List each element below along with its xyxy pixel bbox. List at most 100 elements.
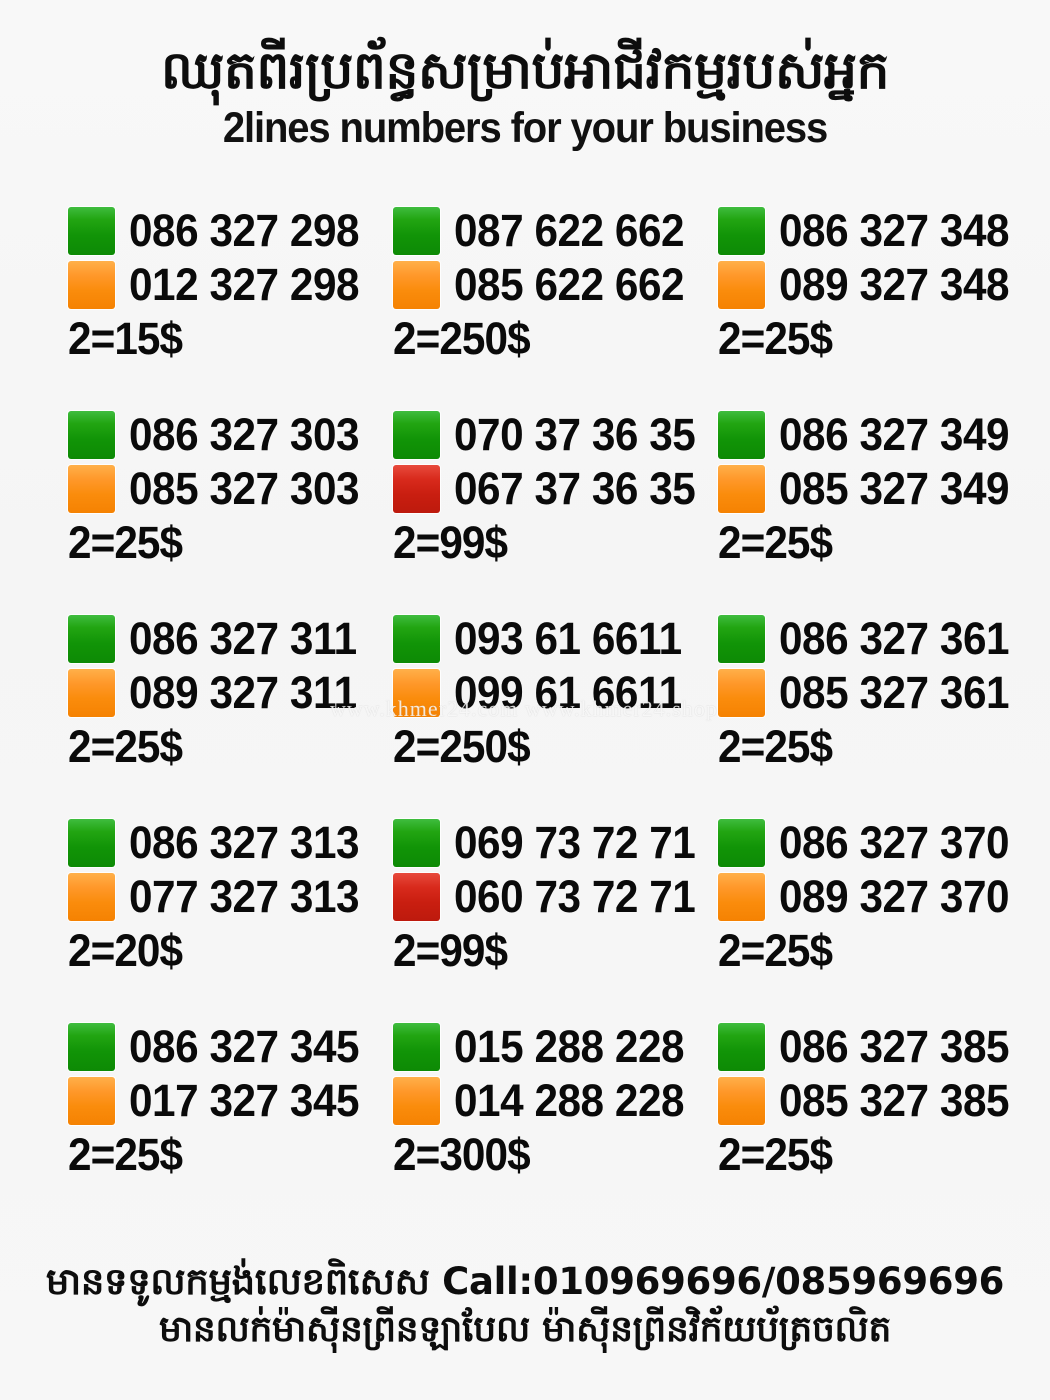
phone-number-text: 085 327 349 <box>779 463 1010 514</box>
phone-number-text: 086 327 311 <box>129 613 357 664</box>
orange-square-icon <box>393 261 440 309</box>
phone-number-row-primary: 086 327 311 <box>68 613 393 665</box>
phone-number-row-primary: 086 327 348 <box>718 205 1050 257</box>
green-square-icon <box>68 207 115 255</box>
orange-square-icon <box>393 1077 440 1125</box>
green-square-icon <box>718 615 765 663</box>
phone-number-text: 093 61 6611 <box>454 613 682 664</box>
price-label: 2=25$ <box>68 1129 183 1180</box>
price-label: 2=25$ <box>718 517 833 568</box>
price-label: 2=15$ <box>68 313 183 364</box>
orange-square-icon <box>68 873 115 921</box>
number-offer-card[interactable]: 086 327 370 089 327 370 2=25$ <box>718 817 1050 1021</box>
phone-number-row-primary: 086 327 385 <box>718 1021 1050 1073</box>
price-label: 2=250$ <box>393 721 531 772</box>
number-offer-card[interactable]: 086 327 298 012 327 298 2=15$ <box>68 205 393 409</box>
green-square-icon <box>718 819 765 867</box>
price-label: 2=25$ <box>68 517 183 568</box>
green-square-icon <box>718 1023 765 1071</box>
orange-square-icon <box>68 669 115 717</box>
phone-number-row-secondary: 077 327 313 <box>68 871 393 923</box>
number-offer-card[interactable]: 086 327 348 089 327 348 2=25$ <box>718 205 1050 409</box>
phone-number-text: 085 327 385 <box>779 1075 1010 1126</box>
number-offer-card[interactable]: 086 327 311 089 327 311 2=25$ <box>68 613 393 817</box>
green-square-icon <box>68 1023 115 1071</box>
phone-number-text: 085 327 303 <box>129 463 360 514</box>
price-label: 2=300$ <box>393 1129 531 1180</box>
green-square-icon <box>393 615 440 663</box>
phone-number-row-primary: 093 61 6611 <box>393 613 718 665</box>
phone-number-row-primary: 086 327 370 <box>718 817 1050 869</box>
green-square-icon <box>393 411 440 459</box>
price-label: 2=25$ <box>718 1129 833 1180</box>
phone-number-text: 017 327 345 <box>129 1075 360 1126</box>
green-square-icon <box>393 1023 440 1071</box>
phone-number-row-secondary: 085 327 361 <box>718 667 1050 719</box>
phone-number-row-primary: 086 327 313 <box>68 817 393 869</box>
number-offer-card[interactable]: 086 327 385 085 327 385 2=25$ <box>718 1021 1050 1225</box>
number-offer-grid: 086 327 298 012 327 298 2=15$ 087 622 662 08… <box>0 205 1050 1225</box>
number-offer-card[interactable]: 086 327 361 085 327 361 2=25$ <box>718 613 1050 817</box>
phone-number-row-primary: 086 327 345 <box>68 1021 393 1073</box>
price-label: 2=25$ <box>718 721 833 772</box>
green-square-icon <box>393 819 440 867</box>
number-offer-card[interactable]: 087 622 662 085 622 662 2=250$ <box>393 205 718 409</box>
phone-number-row-secondary: 085 622 662 <box>393 259 718 311</box>
number-offer-card[interactable]: 015 288 228 014 288 228 2=300$ <box>393 1021 718 1225</box>
phone-number-row-secondary: 014 288 228 <box>393 1075 718 1127</box>
phone-number-text: 014 288 228 <box>454 1075 685 1126</box>
number-offer-card[interactable]: 086 327 303 085 327 303 2=25$ <box>68 409 393 613</box>
green-square-icon <box>68 411 115 459</box>
number-offer-card[interactable]: 086 327 313 077 327 313 2=20$ <box>68 817 393 1021</box>
phone-number-row-primary: 087 622 662 <box>393 205 718 257</box>
phone-number-text: 087 622 662 <box>454 205 685 256</box>
price-label: 2=25$ <box>718 925 833 976</box>
orange-square-icon <box>718 669 765 717</box>
phone-number-text: 086 327 349 <box>779 409 1010 460</box>
phone-number-row-secondary: 017 327 345 <box>68 1075 393 1127</box>
phone-number-text: 086 327 370 <box>779 817 1010 868</box>
number-offer-card[interactable]: 070 37 36 35 067 37 36 35 2=99$ <box>393 409 718 613</box>
phone-number-text: 089 327 311 <box>129 667 357 718</box>
phone-number-row-secondary: 089 327 311 <box>68 667 393 719</box>
orange-square-icon <box>68 261 115 309</box>
footer-contact-line: មានទទូលកម្មង់លេខពិសេស Call:010969696/085… <box>45 1259 1005 1303</box>
orange-square-icon <box>68 465 115 513</box>
phone-number-row-primary: 086 327 303 <box>68 409 393 461</box>
phone-number-text: 086 327 385 <box>779 1021 1010 1072</box>
phone-number-text: 086 327 361 <box>779 613 1010 664</box>
phone-number-text: 012 327 298 <box>129 259 360 310</box>
number-offer-card[interactable]: 093 61 6611 099 61 6611 2=250$ <box>393 613 718 817</box>
phone-number-text: 077 327 313 <box>129 871 360 922</box>
phone-number-row-primary: 069 73 72 71 <box>393 817 718 869</box>
orange-square-icon <box>718 873 765 921</box>
phone-number-text: 060 73 72 71 <box>454 871 696 922</box>
price-label: 2=99$ <box>393 925 508 976</box>
phone-number-row-secondary: 060 73 72 71 <box>393 871 718 923</box>
red-square-icon <box>393 873 440 921</box>
phone-number-text: 086 327 345 <box>129 1021 360 1072</box>
orange-square-icon <box>718 261 765 309</box>
phone-number-text: 086 327 298 <box>129 205 360 256</box>
price-label: 2=25$ <box>68 721 183 772</box>
number-offer-card[interactable]: 086 327 349 085 327 349 2=25$ <box>718 409 1050 613</box>
poster-header: ឈុតពីរប្រព័ន្ធសម្រាប់អាជីវកម្មរបស់អ្នក 2… <box>0 0 1050 153</box>
number-offer-card[interactable]: 069 73 72 71 060 73 72 71 2=99$ <box>393 817 718 1021</box>
phone-number-row-primary: 070 37 36 35 <box>393 409 718 461</box>
price-label: 2=20$ <box>68 925 183 976</box>
phone-number-text: 086 327 313 <box>129 817 360 868</box>
orange-square-icon <box>718 465 765 513</box>
orange-square-icon <box>393 669 440 717</box>
phone-number-row-primary: 086 327 298 <box>68 205 393 257</box>
number-offer-card[interactable]: 086 327 345 017 327 345 2=25$ <box>68 1021 393 1225</box>
phone-number-text: 067 37 36 35 <box>454 463 696 514</box>
phone-number-row-primary: 086 327 361 <box>718 613 1050 665</box>
phone-number-text: 086 327 348 <box>779 205 1010 256</box>
phone-number-row-secondary: 085 327 349 <box>718 463 1050 515</box>
phone-number-text: 015 288 228 <box>454 1021 685 1072</box>
green-square-icon <box>68 615 115 663</box>
phone-number-row-secondary: 089 327 370 <box>718 871 1050 923</box>
phone-number-text: 070 37 36 35 <box>454 409 696 460</box>
phone-number-text: 069 73 72 71 <box>454 817 696 868</box>
